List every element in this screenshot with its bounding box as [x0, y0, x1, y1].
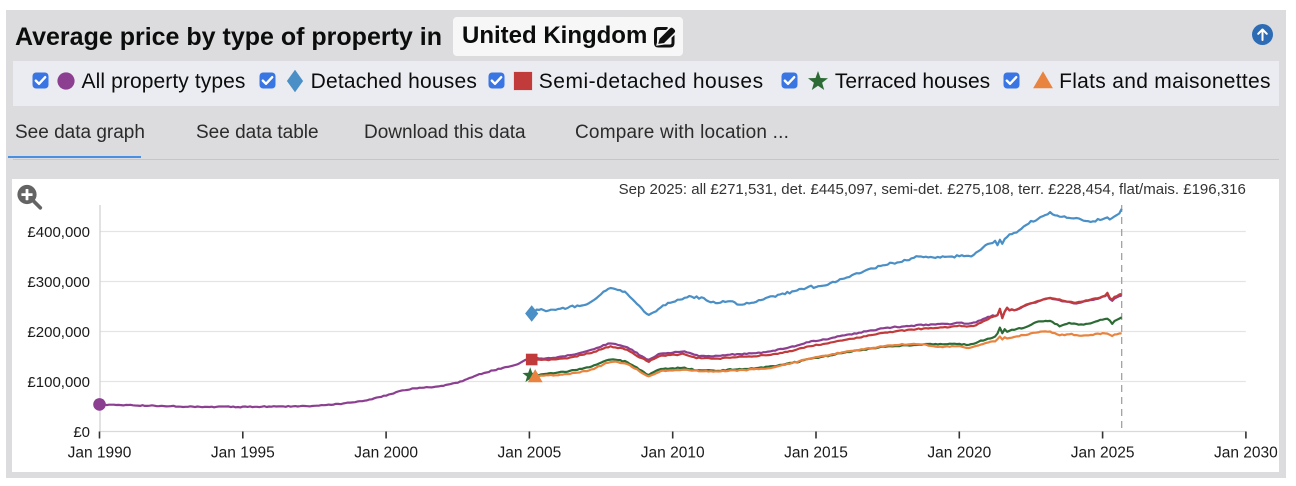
svg-text:Jan 2020: Jan 2020: [927, 445, 991, 462]
svg-text:Jan 2015: Jan 2015: [784, 445, 848, 462]
svg-text:£100,000: £100,000: [27, 374, 90, 391]
svg-text:£0: £0: [73, 424, 90, 441]
svg-text:Jan 1990: Jan 1990: [68, 445, 132, 462]
svg-text:£200,000: £200,000: [27, 324, 90, 341]
svg-text:Jan 2000: Jan 2000: [354, 445, 418, 462]
svg-text:Jan 2010: Jan 2010: [641, 445, 705, 462]
svg-text:£400,000: £400,000: [27, 224, 90, 241]
svg-text:£300,000: £300,000: [27, 274, 90, 291]
svg-text:Jan 2030: Jan 2030: [1214, 445, 1278, 462]
svg-text:Jan 1995: Jan 1995: [211, 445, 275, 462]
svg-text:Sep 2025: all £271,531, det. £: Sep 2025: all £271,531, det. £445,097, s…: [619, 181, 1246, 198]
svg-text:Jan 2005: Jan 2005: [498, 445, 562, 462]
svg-text:Jan 2025: Jan 2025: [1071, 445, 1135, 462]
